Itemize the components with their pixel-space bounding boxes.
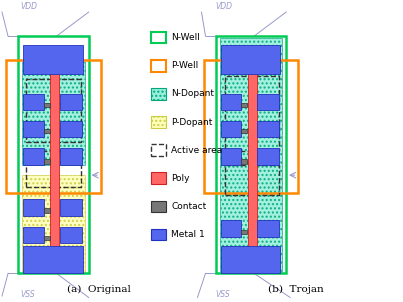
Bar xyxy=(44,208,50,213)
Bar xyxy=(44,103,50,107)
Text: Active area: Active area xyxy=(171,146,222,155)
Bar xyxy=(248,66,257,273)
Bar xyxy=(257,94,279,110)
Text: N-Well: N-Well xyxy=(171,33,200,42)
Bar xyxy=(257,121,279,137)
Bar xyxy=(221,148,241,165)
Bar xyxy=(23,199,44,216)
Bar xyxy=(221,45,280,74)
Text: Poly: Poly xyxy=(171,174,190,183)
Bar xyxy=(241,230,247,234)
Text: VDD: VDD xyxy=(20,2,37,11)
Text: P-Dopant: P-Dopant xyxy=(171,117,213,127)
Bar xyxy=(23,45,83,74)
Bar xyxy=(257,148,279,165)
Bar xyxy=(60,199,82,216)
Bar xyxy=(225,76,279,151)
Bar xyxy=(151,88,166,100)
Bar xyxy=(241,103,247,107)
Bar xyxy=(26,79,81,142)
Bar xyxy=(225,165,279,195)
Bar xyxy=(151,229,166,240)
Bar xyxy=(44,129,50,133)
Bar xyxy=(60,121,82,137)
Bar xyxy=(23,226,44,243)
Text: Metal 1: Metal 1 xyxy=(171,230,205,239)
Bar xyxy=(221,246,280,273)
Bar xyxy=(6,60,101,193)
Text: VSS: VSS xyxy=(216,290,231,299)
Bar xyxy=(151,144,166,156)
Bar xyxy=(23,94,44,110)
Bar xyxy=(23,121,44,137)
Text: P-Well: P-Well xyxy=(171,61,199,70)
Bar xyxy=(23,246,83,273)
Bar xyxy=(26,151,81,187)
Bar xyxy=(221,220,241,237)
Bar xyxy=(44,159,50,164)
Bar xyxy=(241,129,247,133)
Bar xyxy=(60,226,82,243)
Text: (b)  Trojan: (b) Trojan xyxy=(268,285,324,294)
Text: (a)  Original: (a) Original xyxy=(67,285,131,294)
Bar xyxy=(60,94,82,110)
Bar xyxy=(151,32,166,43)
Bar xyxy=(50,66,59,273)
Bar xyxy=(60,148,82,165)
Bar xyxy=(220,38,282,273)
Bar xyxy=(151,172,166,184)
Bar xyxy=(241,159,247,164)
Bar xyxy=(216,36,286,273)
Bar xyxy=(221,94,241,110)
Bar xyxy=(22,62,85,165)
Bar xyxy=(23,148,44,165)
Text: VDD: VDD xyxy=(216,2,233,11)
Bar xyxy=(151,116,166,128)
Bar xyxy=(151,60,166,72)
Bar xyxy=(221,121,241,137)
Bar xyxy=(151,201,166,212)
Text: N-Dopant: N-Dopant xyxy=(171,89,214,98)
Text: Contact: Contact xyxy=(171,202,206,211)
Bar xyxy=(44,236,50,240)
Bar xyxy=(204,60,298,193)
Bar xyxy=(18,36,89,273)
Bar xyxy=(22,175,85,272)
Text: VSS: VSS xyxy=(20,290,35,299)
Bar xyxy=(257,220,279,237)
